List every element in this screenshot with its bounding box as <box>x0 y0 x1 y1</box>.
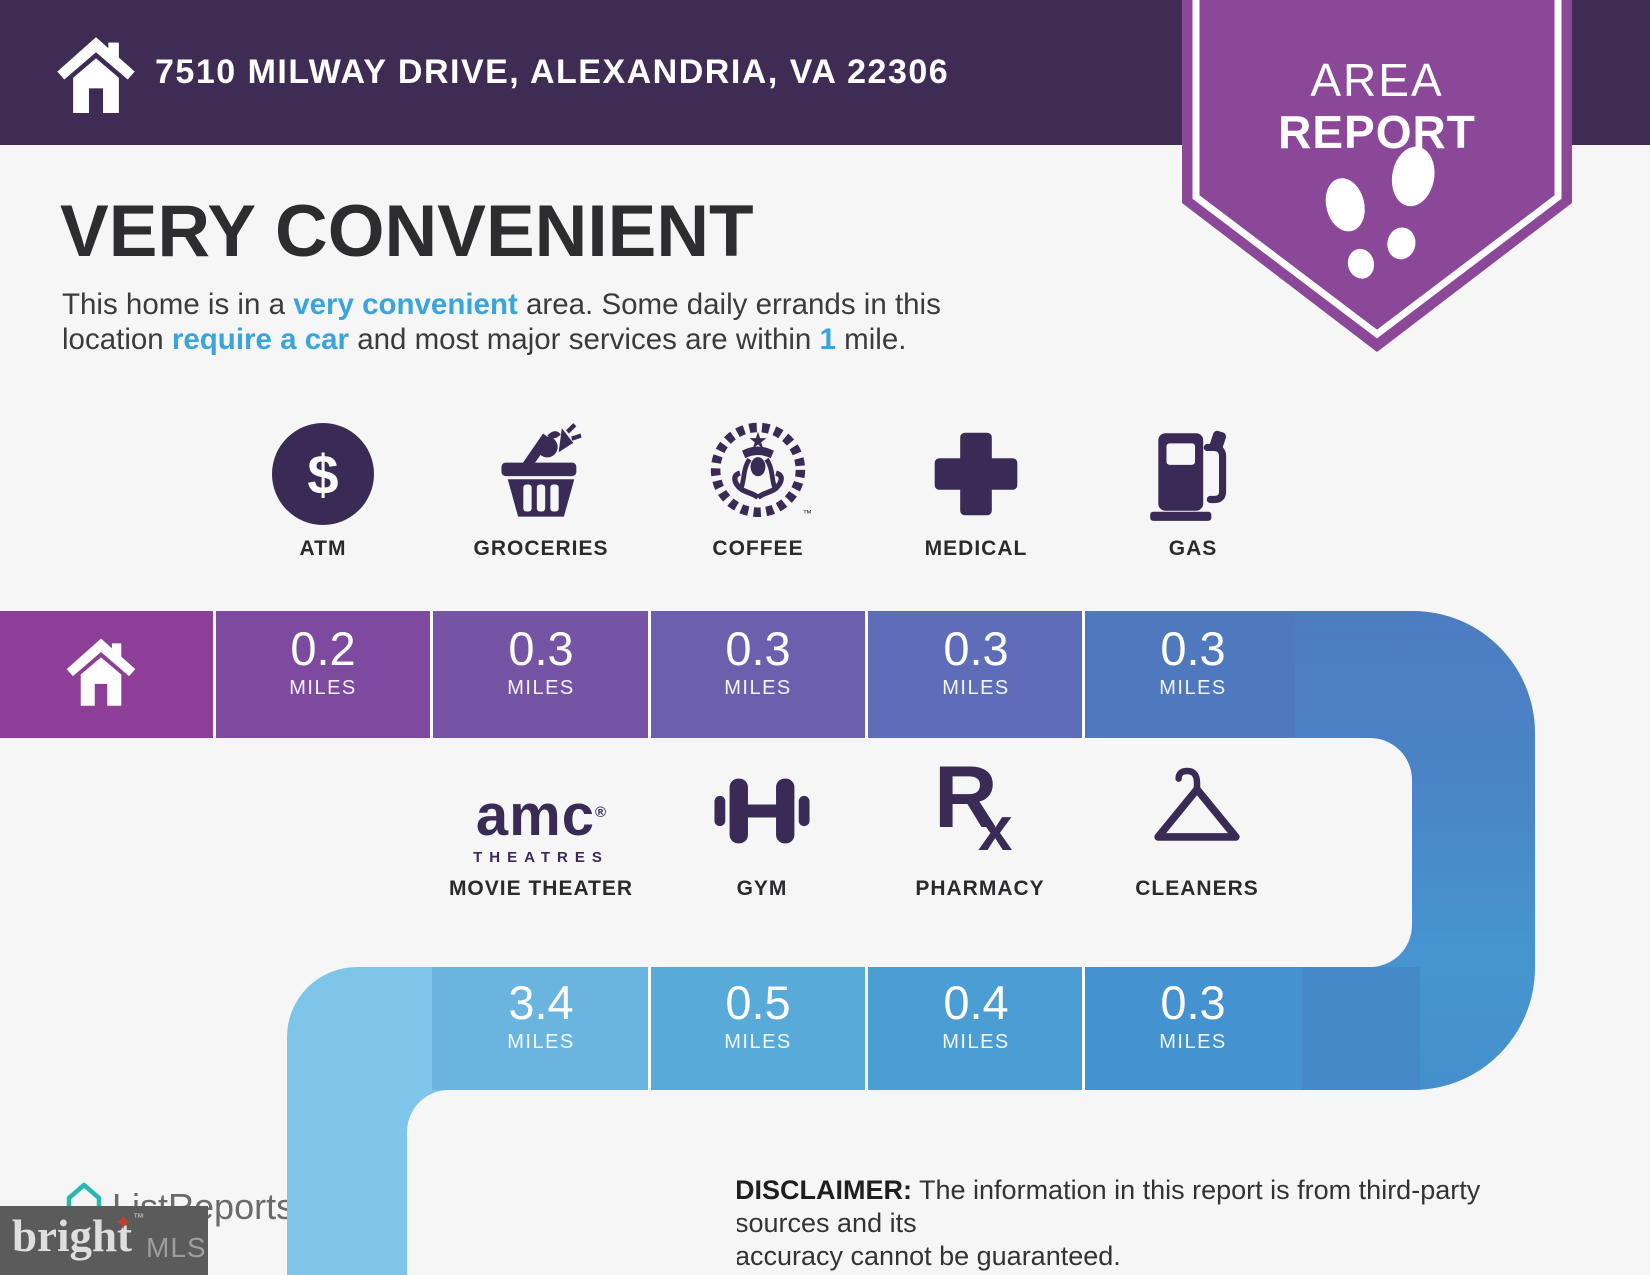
intro-line2: location require a car and most major se… <box>62 323 907 357</box>
area-report-badge: AREA REPORT <box>1182 0 1572 352</box>
amenity-gas: GAS <box>1081 413 1305 561</box>
groceries-icon <box>429 413 653 525</box>
disclaimer-line2: accuracy cannot be guaranteed. <box>735 1240 1121 1271</box>
band-segment-movie-theater <box>432 967 650 1090</box>
amenity-cleaners: CLEANERS <box>1085 753 1309 901</box>
disclaimer-line1: The information in this report is from t… <box>735 1175 1481 1238</box>
amenity-label: ATM <box>299 537 347 560</box>
amenity-label: PHARMACY <box>915 877 1045 900</box>
band-segment-pharmacy <box>867 967 1084 1090</box>
amenity-label: MEDICAL <box>924 537 1028 560</box>
footprints-icon <box>1325 146 1435 279</box>
distance-medical: 0.3 MILES <box>942 622 1010 700</box>
bright-star-icon: ✦ <box>114 1210 133 1235</box>
badge-line2: REPORT <box>1278 106 1476 158</box>
band-home-icon <box>66 638 136 706</box>
amenity-coffee: ™ COFFEE <box>646 413 870 561</box>
amenity-atm: $ ATM <box>211 413 435 561</box>
amenity-groceries: GROCERIES <box>429 413 653 561</box>
bright-word: bright <box>12 1211 133 1261</box>
svg-text:™: ™ <box>803 509 811 520</box>
amenity-label: GROCERIES <box>473 537 609 560</box>
amenity-label: GAS <box>1168 537 1218 560</box>
starbucks-siren-icon: ™ <box>646 413 870 525</box>
dumbbell-icon <box>650 753 874 865</box>
amenity-label: GYM <box>736 877 788 900</box>
amenity-medical: MEDICAL <box>864 413 1088 561</box>
gas-pump-icon <box>1081 413 1305 525</box>
property-address: 7510 MILWAY DRIVE, ALEXANDRIA, VA 22306 <box>155 53 950 91</box>
band-segment-coffee <box>650 611 867 738</box>
band-segment-tail <box>1302 967 1420 1090</box>
rx-icon: R x <box>934 747 1013 864</box>
amenity-label: CLEANERS <box>1135 877 1259 900</box>
bright-tm: ™ <box>133 1212 144 1224</box>
band-segment-atm <box>215 611 432 738</box>
distance-pharmacy: 0.4 MILES <box>942 976 1010 1054</box>
page-title: VERY CONVENIENT <box>60 191 754 272</box>
band-segment-groceries <box>432 611 650 738</box>
amenity-label: MOVIE THEATER <box>448 877 634 900</box>
badge-line1: AREA <box>1310 54 1443 106</box>
distance-gym: 0.5 MILES <box>724 976 792 1054</box>
atm-icon: $ <box>211 413 435 525</box>
amenity-movie-theater: amc® THEATRES MOVIE THEATER <box>429 753 653 901</box>
band-segment-medical <box>867 611 1084 738</box>
disclaimer: DISCLAIMER: The information in this repo… <box>735 1174 1545 1273</box>
hanger-icon <box>1085 753 1309 865</box>
path-right-inner-corner <box>1240 738 1412 967</box>
band-segment-cleaners <box>1084 967 1302 1090</box>
amc-theatres-logo: amc® THEATRES <box>473 783 609 866</box>
amenity-pharmacy: R x PHARMACY <box>868 753 1092 901</box>
distance-cleaners: 0.3 MILES <box>1159 976 1227 1054</box>
distance-movie-theater: 3.4 MILES <box>507 976 575 1054</box>
medical-cross-icon <box>864 413 1088 525</box>
bright-mls-logo: bright ✦ ™ MLS <box>0 1206 208 1275</box>
disclaimer-label: DISCLAIMER: <box>735 1175 912 1205</box>
distance-atm: 0.2 MILES <box>289 622 357 700</box>
amenity-gym: GYM <box>650 753 874 901</box>
intro-paragraph: This home is in a very convenient area. … <box>62 287 1142 358</box>
distance-groceries: 0.3 MILES <box>507 622 575 700</box>
home-icon <box>57 37 135 113</box>
band-segment-gym <box>650 967 867 1090</box>
distance-gas: 0.3 MILES <box>1159 622 1227 700</box>
distance-coffee: 0.3 MILES <box>724 622 792 700</box>
amenity-label: COFFEE <box>712 537 804 560</box>
path-left-inner-corner <box>407 1090 737 1275</box>
mls-word: MLS <box>146 1232 207 1263</box>
intro-line1: This home is in a very convenient area. … <box>62 288 941 321</box>
